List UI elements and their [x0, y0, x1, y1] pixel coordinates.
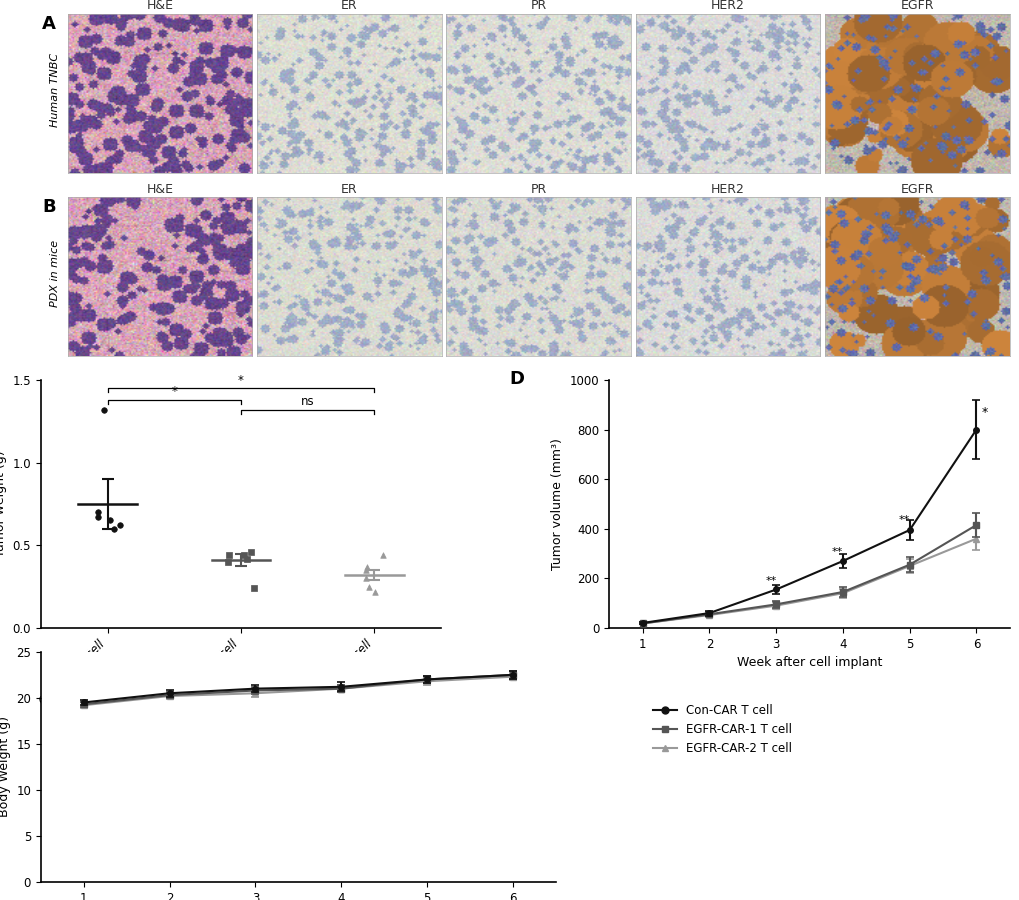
Text: D: D: [508, 370, 524, 388]
Point: [96, 402, 112, 417]
Point: [90, 510, 106, 525]
Title: H&E: H&E: [147, 0, 173, 13]
Title: HER2: HER2: [710, 0, 744, 13]
Text: **: **: [898, 515, 909, 525]
Point: [358, 562, 374, 577]
Text: ns: ns: [301, 395, 314, 408]
Point: [102, 513, 118, 527]
Point: [246, 581, 262, 596]
Y-axis label: Tumor volume (mm³): Tumor volume (mm³): [551, 438, 564, 570]
Y-axis label: Body Weight (g): Body Weight (g): [0, 716, 10, 817]
Title: H&E: H&E: [147, 183, 173, 195]
Title: ER: ER: [340, 183, 358, 195]
Title: PR: PR: [530, 183, 546, 195]
Point: [90, 505, 106, 519]
Title: HER2: HER2: [710, 183, 744, 195]
X-axis label: Week after cell implant: Week after cell implant: [736, 656, 881, 670]
Text: PDX in mice: PDX in mice: [50, 239, 59, 307]
Text: B: B: [42, 198, 55, 216]
Legend: Con-CAR T cell, EGFR-CAR-1 T cell, EGFR-CAR-2 T cell: Con-CAR T cell, EGFR-CAR-1 T cell, EGFR-…: [648, 699, 797, 760]
Point: [375, 548, 391, 562]
Text: **: **: [764, 576, 775, 586]
Point: [243, 544, 259, 559]
Point: [111, 518, 127, 533]
Point: [359, 560, 375, 574]
Point: [358, 572, 374, 586]
Text: *: *: [981, 406, 987, 419]
Point: [361, 580, 377, 594]
Title: ER: ER: [340, 0, 358, 13]
Title: PR: PR: [530, 0, 546, 13]
Point: [105, 522, 121, 536]
Text: *: *: [171, 385, 177, 398]
Point: [235, 548, 252, 562]
Title: EGFR: EGFR: [900, 183, 933, 195]
Point: [238, 552, 255, 566]
Point: [367, 584, 383, 598]
Text: **: **: [832, 547, 843, 557]
Title: EGFR: EGFR: [900, 0, 933, 13]
Text: *: *: [237, 374, 244, 387]
Text: A: A: [42, 15, 56, 33]
Point: [220, 554, 236, 569]
Y-axis label: Tumor weight (g): Tumor weight (g): [0, 451, 7, 557]
Text: Human TNBC: Human TNBC: [50, 53, 59, 127]
Point: [221, 548, 237, 562]
